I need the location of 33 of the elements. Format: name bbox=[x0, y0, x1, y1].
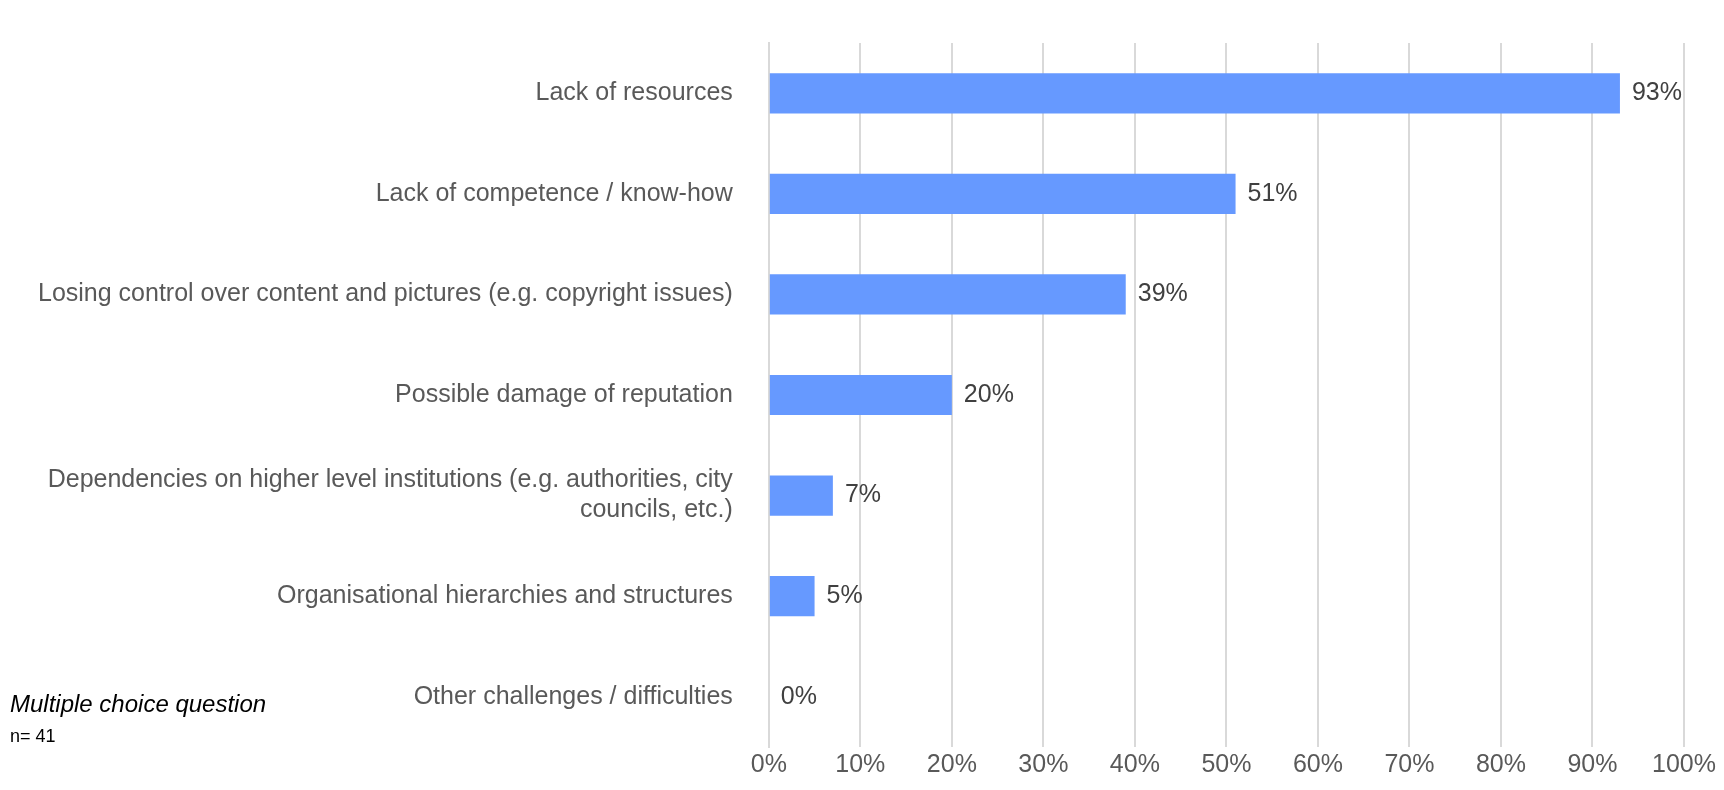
x-tick-label: 0% bbox=[750, 748, 787, 777]
y-tick-label: Other challenges / difficulties bbox=[413, 680, 733, 709]
data-label: 0% bbox=[780, 680, 817, 709]
data-label: 5% bbox=[826, 580, 863, 609]
data-label: 7% bbox=[844, 479, 882, 508]
text: n= 41 bbox=[10, 726, 57, 747]
data-label: 93% bbox=[1631, 77, 1682, 106]
x-tick-label: 90% bbox=[1567, 748, 1618, 777]
bar bbox=[769, 173, 1236, 214]
y-tick-label: Lack of resources bbox=[535, 77, 733, 106]
y-tick-label: Possible damage of reputation bbox=[395, 378, 733, 407]
x-tick-label: 40% bbox=[1109, 748, 1160, 777]
x-tick-label: 10% bbox=[835, 748, 886, 777]
bar bbox=[769, 475, 833, 516]
y-tick-label: Lack of competence / know-how bbox=[375, 177, 734, 206]
data-label: 20% bbox=[963, 378, 1014, 407]
x-tick-label: 20% bbox=[926, 748, 977, 777]
text: Multiple choice question bbox=[10, 690, 267, 718]
bar bbox=[769, 576, 815, 617]
bar bbox=[769, 374, 952, 416]
x-tick-label: 80% bbox=[1475, 748, 1526, 777]
data-label: 39% bbox=[1137, 278, 1188, 307]
y-tick-label: Dependencies on higher level institutions (e.g. authorities, city councils, etc.) bbox=[47, 464, 734, 523]
x-tick-label: 100% bbox=[1652, 748, 1716, 777]
y-tick-label: Losing control over content and pictures (e.g. copyright issues) bbox=[38, 278, 733, 307]
x-tick-label: 30% bbox=[1018, 748, 1069, 777]
data-label: 51% bbox=[1247, 177, 1298, 206]
bar bbox=[769, 274, 1126, 315]
x-tick-label: 60% bbox=[1292, 748, 1343, 777]
x-tick-label: 70% bbox=[1384, 748, 1435, 777]
y-tick-label: Organisational hierarchies and structures bbox=[277, 580, 733, 609]
x-tick-label: 50% bbox=[1201, 748, 1252, 777]
bar bbox=[769, 73, 1620, 114]
